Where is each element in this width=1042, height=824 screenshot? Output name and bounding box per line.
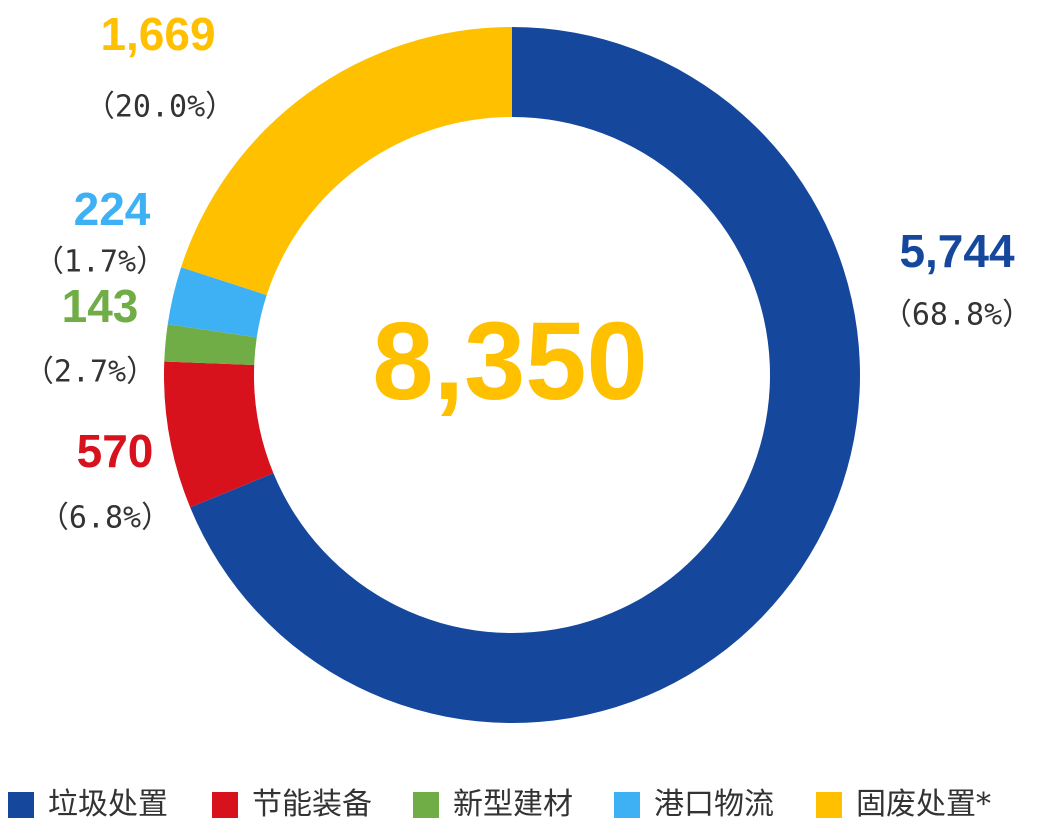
percent-label: （68.8%） — [882, 298, 1032, 333]
legend-label: 固废处置* — [856, 787, 991, 822]
value-label: 1,669 — [100, 8, 215, 60]
legend-label: 垃圾处置 — [48, 787, 168, 822]
donut-slice — [164, 361, 274, 508]
value-label: 143 — [62, 280, 139, 332]
total-label: 8,350 — [372, 300, 647, 423]
legend-swatch — [413, 792, 439, 818]
value-label: 5,744 — [899, 225, 1015, 277]
value-label: 224 — [74, 183, 151, 235]
percent-label: （1.7%） — [34, 245, 166, 280]
legend-label: 新型建材 — [453, 787, 573, 822]
legend-label: 港口物流 — [654, 787, 774, 822]
percent-label: （6.8%） — [39, 501, 171, 536]
legend-swatch — [8, 792, 34, 818]
percent-label: （2.7%） — [24, 355, 156, 390]
donut-slice — [167, 267, 267, 338]
value-label: 570 — [77, 425, 154, 477]
legend-swatch — [816, 792, 842, 818]
legend-label: 节能装备 — [252, 787, 372, 822]
legend-swatch — [614, 792, 640, 818]
legend-swatch — [212, 792, 238, 818]
donut-slice — [181, 27, 512, 296]
donut-slice — [164, 324, 257, 366]
percent-label: （20.0%） — [85, 90, 235, 125]
